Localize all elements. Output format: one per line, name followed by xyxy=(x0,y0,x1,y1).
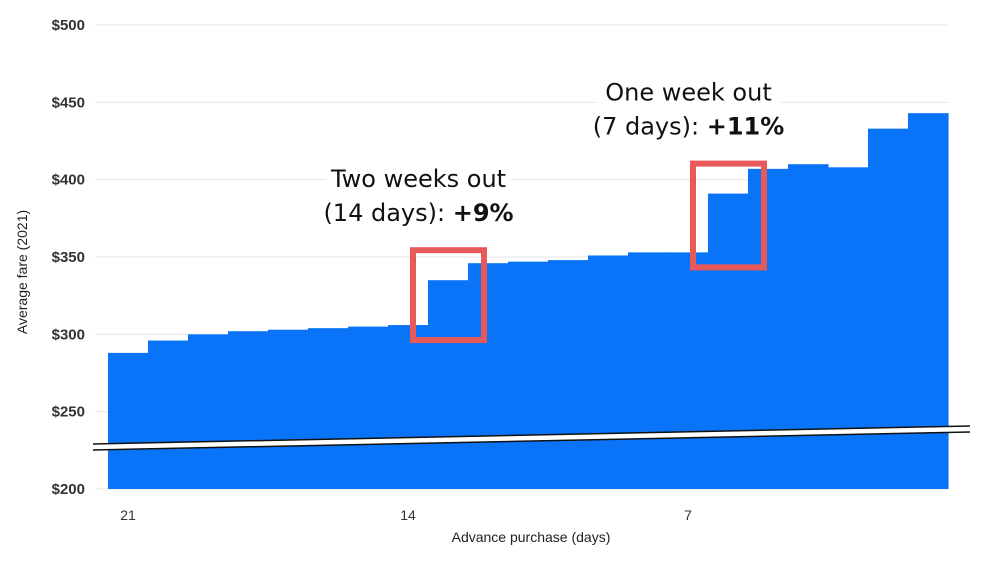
annotation-backdrop xyxy=(326,163,511,228)
highlight-box xyxy=(690,160,767,271)
fare-bar xyxy=(148,340,189,489)
y-axis-label: Average fare (2021) xyxy=(14,210,30,334)
highlight-box xyxy=(410,247,487,344)
fare-bar xyxy=(508,261,549,489)
y-tick-label: $450 xyxy=(52,94,85,111)
x-tick-label: 14 xyxy=(400,507,416,523)
fare-bar xyxy=(588,255,629,489)
y-tick-label: $250 xyxy=(52,404,85,421)
fare-bar xyxy=(268,329,309,489)
axis-break-line-top xyxy=(92,425,971,445)
annotation-days: (14 days): xyxy=(323,199,452,227)
y-tick-label: $400 xyxy=(52,172,85,189)
fare-bar xyxy=(108,352,149,489)
annotation-change: +11% xyxy=(707,113,785,141)
fare-bar xyxy=(348,326,389,489)
y-tick-label: $300 xyxy=(52,326,85,343)
fare-bar xyxy=(188,334,229,489)
x-tick-labels: 21 14 7 xyxy=(120,507,692,523)
y-tick-label: $200 xyxy=(52,481,85,498)
annotation-change: +9% xyxy=(453,199,514,227)
fare-bar xyxy=(428,280,469,489)
y-tick-labels: $200 $250 $300 $350 $400 $450 $500 xyxy=(52,17,85,498)
annotation-detail: (7 days): +11% xyxy=(593,113,785,141)
fare-bar xyxy=(308,328,349,489)
fare-bar xyxy=(628,252,669,489)
fare-bar xyxy=(788,164,829,489)
axis-break-band xyxy=(93,426,970,450)
x-axis-label: Advance purchase (days) xyxy=(452,529,611,545)
annotation-backdrop xyxy=(596,76,781,141)
fare-bar xyxy=(828,167,869,489)
fare-bar xyxy=(708,193,749,489)
fare-bar xyxy=(228,331,269,489)
fare-bar xyxy=(388,325,429,489)
axis-break-line-bottom xyxy=(92,431,971,451)
fare-bar xyxy=(548,260,589,489)
annotations: Two weeks out (14 days): +9% One week out (… xyxy=(323,76,785,344)
x-tick-label: 21 xyxy=(120,507,136,523)
fare-bar xyxy=(868,128,909,490)
fare-bar xyxy=(668,252,709,489)
annotation-detail: (14 days): +9% xyxy=(323,199,513,227)
y-tick-label: $500 xyxy=(52,17,85,34)
fare-bar xyxy=(748,168,789,489)
fare-bar xyxy=(468,263,509,489)
annotation-title: One week out xyxy=(605,79,772,107)
axis-break xyxy=(92,425,971,451)
x-tick-label: 7 xyxy=(684,507,692,523)
fare-area xyxy=(108,113,949,490)
annotation-days: (7 days): xyxy=(593,113,707,141)
y-tick-label: $350 xyxy=(52,249,85,266)
annotation-title: Two weeks out xyxy=(330,165,506,193)
